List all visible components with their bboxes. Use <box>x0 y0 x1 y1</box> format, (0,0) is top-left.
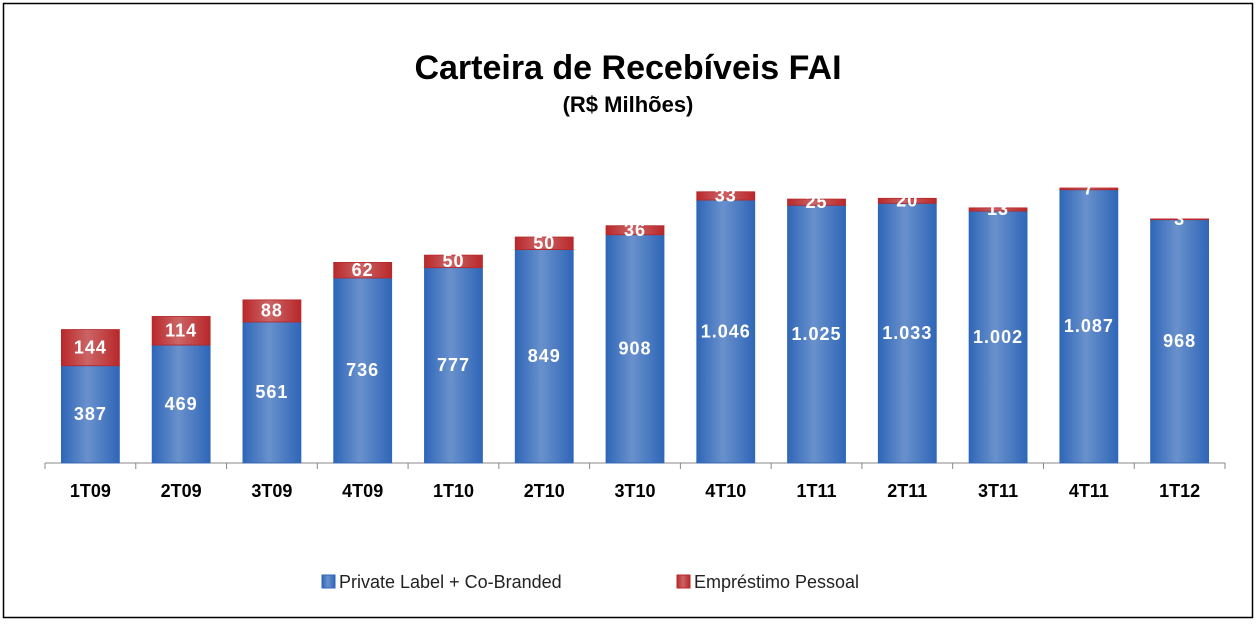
bar-segment <box>696 199 756 464</box>
x-tick-label: 1T12 <box>1159 481 1200 501</box>
x-tick-label: 2T10 <box>524 481 565 501</box>
x-tick-label: 4T10 <box>705 481 746 501</box>
data-label: 1.025 <box>792 324 842 344</box>
bar-segment <box>60 365 120 464</box>
data-label: 62 <box>352 260 374 280</box>
x-tick-label: 3T09 <box>251 481 292 501</box>
data-label: 88 <box>261 301 283 321</box>
x-tick-label: 3T11 <box>978 481 1018 501</box>
bar-segment <box>514 249 574 464</box>
bar-segment <box>877 202 937 464</box>
legend-label: Private Label + Co-Branded <box>339 572 562 592</box>
bar-segment <box>333 277 393 464</box>
bar-segment <box>696 191 756 201</box>
data-label: 50 <box>442 251 464 271</box>
bar-segment <box>242 321 302 464</box>
data-label: 20 <box>896 191 918 211</box>
bar-segment <box>877 197 937 204</box>
data-label: 144 <box>74 337 107 357</box>
data-label: 561 <box>255 382 288 402</box>
data-label: 13 <box>987 199 1009 219</box>
x-tick-label: 1T09 <box>70 481 111 501</box>
x-tick-label: 1T10 <box>433 481 474 501</box>
data-label: 36 <box>624 220 646 240</box>
data-label: 7 <box>1083 179 1094 199</box>
data-label: 1.087 <box>1064 316 1114 336</box>
bar-segment <box>787 198 846 206</box>
data-label: 908 <box>618 339 651 359</box>
data-label: 968 <box>1163 331 1196 351</box>
chart-title: Carteira de Recebíveis FAI <box>414 49 841 87</box>
data-label: 1.002 <box>973 327 1023 347</box>
bar-segment <box>1150 219 1210 464</box>
data-label: 1.033 <box>882 323 932 343</box>
bar-segment <box>151 316 211 346</box>
x-tick-label: 1T11 <box>797 481 837 501</box>
x-tick-label: 2T09 <box>161 481 202 501</box>
bar-segment <box>968 207 1028 212</box>
bar-segment <box>333 262 393 279</box>
bar-segment <box>151 344 211 464</box>
legend-label: Empréstimo Pessoal <box>694 572 859 592</box>
bar-segment <box>1059 187 1119 191</box>
data-label: 25 <box>806 192 828 212</box>
x-tick-label: 2T11 <box>887 481 927 501</box>
bar-segment <box>605 234 665 464</box>
data-label: 387 <box>74 404 107 424</box>
bar-segment <box>968 210 1028 464</box>
bar-segment <box>242 299 302 323</box>
data-label: 777 <box>437 355 470 375</box>
chart-subtitle: (R$ Milhões) <box>563 92 694 117</box>
data-label: 1.046 <box>701 321 751 341</box>
data-label: 114 <box>165 321 197 341</box>
x-tick-label: 4T09 <box>342 481 383 501</box>
x-tick-label: 4T11 <box>1069 481 1109 501</box>
data-label: 736 <box>346 360 379 380</box>
data-label: 469 <box>165 394 198 414</box>
x-tick-label: 3T10 <box>614 481 655 501</box>
bar-segment <box>60 329 120 367</box>
legend-swatch <box>321 574 336 589</box>
data-label: 33 <box>715 186 737 206</box>
data-label: 3 <box>1174 209 1185 229</box>
bar-segment <box>787 204 846 464</box>
bar-segment <box>605 225 665 236</box>
bar-segment <box>424 267 483 464</box>
bar-segment <box>1059 189 1119 464</box>
data-label: 50 <box>533 233 555 253</box>
bar-segment <box>424 254 483 269</box>
data-label: 849 <box>528 346 561 366</box>
bar-segment <box>1150 218 1210 221</box>
legend-swatch <box>676 574 691 589</box>
bar-segment <box>514 236 574 250</box>
